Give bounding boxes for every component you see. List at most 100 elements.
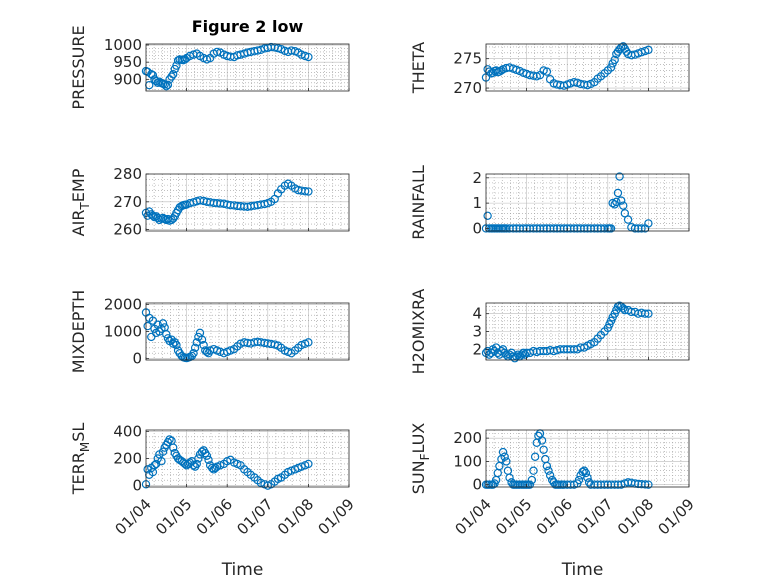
- y-tick-label: 270: [453, 79, 482, 97]
- data-point: [150, 461, 159, 470]
- data-point: [304, 52, 313, 62]
- data-point: [530, 452, 540, 461]
- data-point: [559, 345, 569, 354]
- data-point: [569, 224, 579, 233]
- data-point: [580, 80, 589, 89]
- data-point: [644, 480, 653, 489]
- y-tick-label: 2: [472, 340, 482, 358]
- data-point: [619, 304, 628, 313]
- data-point: [209, 198, 219, 208]
- data-point: [172, 340, 181, 350]
- data-point: [197, 335, 207, 344]
- data-point: [520, 350, 530, 359]
- data-point: [165, 435, 174, 444]
- y-tick-label: 260: [113, 221, 142, 239]
- data-point: [229, 201, 239, 210]
- y-tick-label: 0: [472, 476, 482, 494]
- data-point: [539, 445, 548, 454]
- x-tick-label: 01/04: [452, 495, 495, 538]
- y-tick-label: 400: [113, 422, 142, 440]
- data-point: [500, 452, 509, 461]
- data-point: [212, 47, 222, 57]
- plot-area: [486, 174, 689, 231]
- axes-box: [145, 43, 350, 92]
- axes-box: [145, 173, 350, 232]
- chart-title: Figure 2 low: [192, 17, 304, 36]
- data-point: [304, 187, 313, 196]
- data-point: [644, 309, 653, 318]
- data-point: [190, 343, 200, 352]
- x-axis-label: Time: [561, 560, 604, 580]
- data-point: [610, 55, 619, 65]
- y-tick-label: 2: [472, 169, 482, 187]
- subplot-2: 270 275 THETA: [409, 42, 690, 97]
- y-tick-label: 4: [472, 305, 482, 323]
- y-tick-label: 1000: [104, 36, 142, 54]
- data-point: [204, 455, 213, 465]
- data-point: [619, 201, 628, 210]
- data-point: [148, 211, 158, 220]
- data-point: [163, 214, 173, 224]
- subplot-4: 0 1 2 RAINFALL: [409, 165, 690, 240]
- y-tick-label: 0: [132, 350, 142, 368]
- data-point: [167, 72, 176, 81]
- data-point: [529, 71, 538, 80]
- data-point: [519, 348, 528, 358]
- data-point: [623, 215, 633, 224]
- subplot-7: 0 200 400 TERRMSL 01/0401/0501/0601/0701/080…: [69, 422, 358, 580]
- x-tick-label: 01/07: [573, 495, 616, 538]
- data-point: [169, 69, 178, 79]
- data-point: [180, 459, 190, 469]
- data-point: [163, 80, 173, 90]
- data-point: [240, 202, 249, 211]
- x-tick-label: 01/09: [315, 495, 358, 538]
- x-tick-label: 01/08: [274, 495, 317, 538]
- data-point: [581, 468, 591, 478]
- axes-box: [485, 429, 690, 488]
- x-tick-label: 01/05: [492, 495, 535, 538]
- data-point: [574, 475, 584, 485]
- data-point: [612, 197, 621, 207]
- data-point: [502, 457, 511, 466]
- data-point: [539, 346, 548, 356]
- y-tick-label: 0: [132, 477, 142, 495]
- data-point: [192, 459, 201, 469]
- data-point: [606, 63, 616, 72]
- plot-area: [486, 430, 689, 487]
- data-point: [590, 480, 599, 489]
- data-point: [169, 443, 178, 452]
- data-point: [539, 224, 548, 233]
- y-tick-label: 200: [113, 450, 142, 468]
- data-point: [300, 187, 310, 196]
- data-point: [544, 466, 553, 475]
- data-point: [497, 66, 506, 75]
- data-point: [613, 188, 623, 198]
- data-point: [505, 473, 514, 482]
- x-tick-label: 01/05: [152, 495, 195, 538]
- data-point: [580, 466, 589, 475]
- y-tick-label: 280: [113, 165, 142, 183]
- data-point: [151, 76, 161, 86]
- data-point: [529, 346, 538, 356]
- data-point: [483, 211, 492, 220]
- y-tick-label: 100: [453, 452, 482, 470]
- x-tick-label: 01/04: [112, 495, 155, 538]
- data-point: [529, 224, 538, 233]
- data-point: [580, 224, 589, 233]
- data-point: [256, 478, 266, 488]
- data-point: [616, 196, 626, 205]
- y-tick-label: 1000: [104, 323, 142, 341]
- data-point: [637, 224, 646, 233]
- x-tick-label: 01/09: [655, 495, 698, 538]
- y-axis-label: TERRMSL: [69, 423, 92, 496]
- data-point: [640, 309, 650, 318]
- y-tick-label: 3: [472, 323, 482, 341]
- x-tick-label: 01/08: [614, 495, 657, 538]
- y-tick-label: 270: [113, 193, 142, 211]
- data-point: [202, 451, 212, 460]
- data-point: [583, 473, 592, 482]
- subplot-5: 0 1000 2000 MIXDEPTH: [69, 290, 350, 373]
- data-point: [542, 461, 552, 471]
- y-tick-label: 2000: [104, 295, 142, 313]
- data-point: [304, 338, 313, 347]
